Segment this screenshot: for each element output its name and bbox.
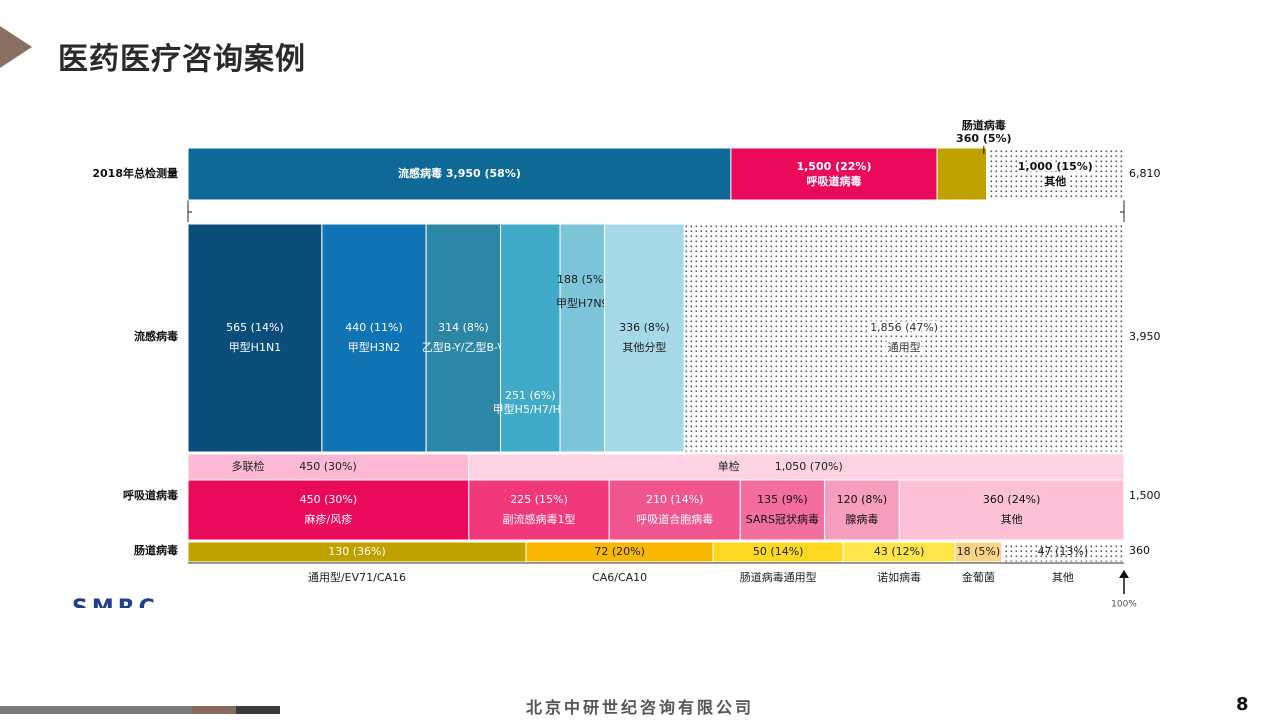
axis-category-label: 诺如病毒 <box>877 570 921 584</box>
segment-label: 440 (11%) <box>345 321 403 334</box>
title-arrow-icon <box>0 26 32 68</box>
axis-end-label: 100% <box>1111 600 1137 610</box>
segment-sublabel: 甲型H1N1 <box>229 340 282 354</box>
axis-category-label: 通用型/EV71/CA16 <box>308 570 406 584</box>
chart-segment <box>683 223 1125 453</box>
segment-sublabel: 呼吸道病毒 <box>806 174 861 188</box>
segment-label: 336 (8%) <box>619 321 670 334</box>
segment-sublabel: 甲型H3N2 <box>348 340 401 354</box>
segment-label: 单检 <box>718 459 740 473</box>
chart-segment <box>187 223 323 453</box>
segment-sublabel: 乙型B-Y/乙型B-V <box>422 340 506 354</box>
segment-label: 130 (36%) <box>328 545 386 558</box>
chart-segment <box>936 147 988 201</box>
chart-segment <box>898 479 1125 541</box>
segment-label: 251 (6%) <box>505 389 556 402</box>
chart-segment <box>468 479 610 541</box>
chart-segment <box>187 479 470 541</box>
footer-bar-2 <box>192 706 236 714</box>
segment-label: 120 (8%) <box>837 493 888 506</box>
segment-label: 1,856 (47%) <box>870 321 938 334</box>
callout-sublabel: 360 (5%) <box>956 132 1012 145</box>
segment-sublabel: 甲型H5/H7/H9 <box>493 402 568 416</box>
row-total-label: 6,810 <box>1129 167 1161 180</box>
segment-sublabel: 1,050 (70%) <box>775 460 843 473</box>
chart-segment <box>823 479 900 541</box>
segment-sublabel: 甲型H7N9 <box>556 296 609 310</box>
segment-label: 43 (12%) <box>874 545 925 558</box>
segment-label: 流感病毒 3,950 (58%) <box>398 166 521 180</box>
segment-label: 314 (8%) <box>438 321 489 334</box>
page-title: 医药医疗咨询案例 <box>58 42 306 77</box>
chart-segment <box>986 147 1125 201</box>
chart-segment <box>425 223 502 453</box>
segment-label: 225 (15%) <box>510 493 568 506</box>
segment-label: 多联检 <box>232 459 265 473</box>
segment-label: 565 (14%) <box>226 321 284 334</box>
callout-label: 肠道病毒 <box>962 118 1006 132</box>
row-total-label: 1,500 <box>1129 489 1161 502</box>
segment-sublabel: 通用型 <box>888 340 921 354</box>
segment-sublabel: 其他 <box>1001 513 1023 526</box>
row-label: 流感病毒 <box>134 329 178 343</box>
chart-segment <box>730 147 938 201</box>
chart-segment <box>608 479 741 541</box>
segment-label: 1,000 (15%) <box>1018 160 1093 173</box>
chart-segment <box>604 223 685 453</box>
chart-segment <box>500 223 561 453</box>
chart-segment <box>321 223 427 453</box>
segment-sublabel: 麻疹/风疹 <box>305 512 353 526</box>
segment-sublabel: 450 (30%) <box>299 460 357 473</box>
axis-category-label: 其他 <box>1052 571 1074 584</box>
logo-text: SMRC <box>72 598 158 608</box>
axis-category-label: 金葡菌 <box>962 570 995 584</box>
footer-bar-1 <box>0 706 192 714</box>
row-label: 2018年总检测量 <box>92 166 178 180</box>
segment-label: 18 (5%) <box>957 545 1001 558</box>
row-total-label: 3,950 <box>1129 330 1161 343</box>
segment-sublabel: 其他 <box>1044 174 1066 188</box>
segment-label: 135 (9%) <box>757 493 808 506</box>
chart-segment <box>187 147 732 201</box>
segment-label: 360 (24%) <box>983 493 1041 506</box>
segment-label: 188 (5%) <box>557 273 608 286</box>
segment-sublabel: 腺病毒 <box>845 512 878 526</box>
chart-segment <box>559 223 606 453</box>
segment-label: 47 (13%) <box>1038 545 1089 558</box>
chart-segment <box>739 479 825 541</box>
segment-sublabel: SARS冠状病毒 <box>746 512 819 526</box>
chart-segment <box>1001 541 1125 563</box>
axis-end-arrow-icon <box>1119 570 1129 578</box>
segment-sublabel: 呼吸道合胞病毒 <box>636 512 713 526</box>
segment-label: 72 (20%) <box>594 545 645 558</box>
axis-category-label: CA6/CA10 <box>592 571 647 584</box>
segment-label: 1,500 (22%) <box>796 160 871 173</box>
row-label: 肠道病毒 <box>134 543 178 557</box>
company-name: 北京中研世纪咨询有限公司 <box>525 698 754 717</box>
axis-category-label: 肠道病毒通用型 <box>740 570 817 584</box>
row-label: 呼吸道病毒 <box>123 488 178 502</box>
segment-label: 50 (14%) <box>753 545 804 558</box>
page-number: 8 <box>1236 694 1249 715</box>
segment-label: 450 (30%) <box>300 493 358 506</box>
footer-bar-3 <box>236 706 280 714</box>
segment-label: 210 (14%) <box>646 493 704 506</box>
segment-sublabel: 副流感病毒1型 <box>503 512 576 526</box>
segment-sublabel: 其他分型 <box>622 340 666 354</box>
row-total-label: 360 <box>1129 544 1150 557</box>
